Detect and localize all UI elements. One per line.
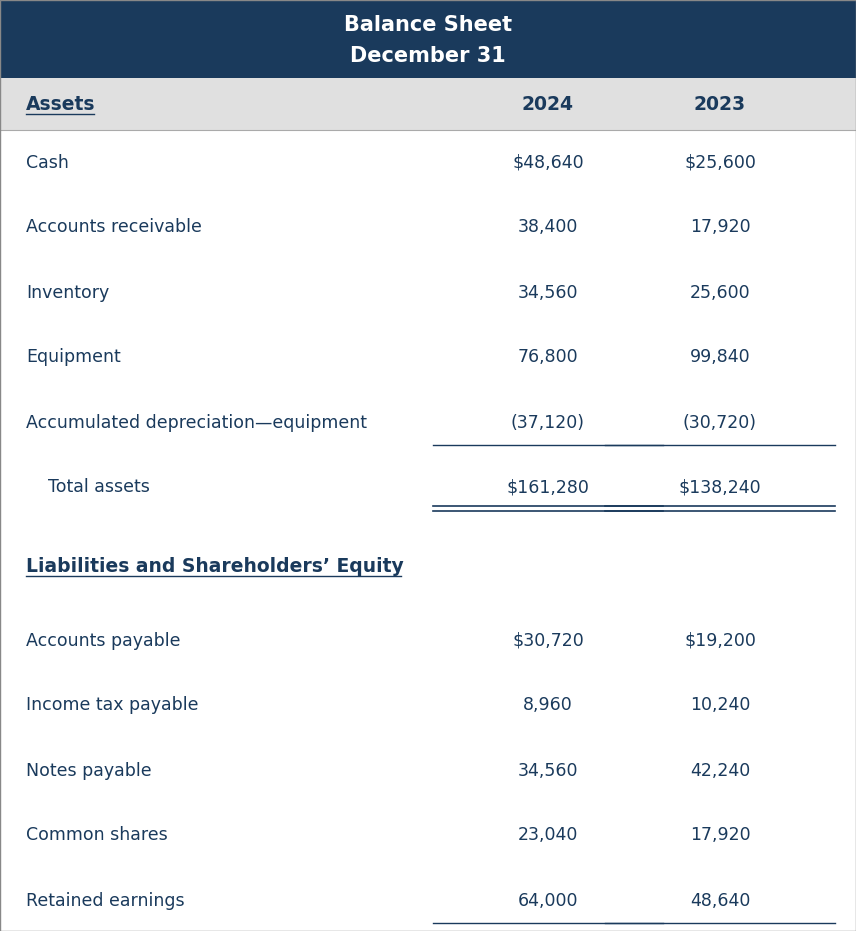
Text: Liabilities and Shareholders’ Equity: Liabilities and Shareholders’ Equity [26,557,404,575]
Text: $138,240: $138,240 [679,479,761,496]
Text: Retained earnings: Retained earnings [26,892,185,910]
Bar [0,0,856,78]
Text: 17,920: 17,920 [690,219,751,236]
Text: Accumulated depreciation—equipment: Accumulated depreciation—equipment [26,413,367,431]
Text: 17,920: 17,920 [690,827,751,844]
Text: 48,640: 48,640 [690,892,750,910]
Text: 2023: 2023 [694,95,746,114]
Text: 99,840: 99,840 [690,348,751,367]
Text: Income tax payable: Income tax payable [26,696,199,714]
Text: 10,240: 10,240 [690,696,750,714]
Text: 23,040: 23,040 [518,827,578,844]
Text: 38,400: 38,400 [518,219,578,236]
Text: Cash: Cash [26,154,68,171]
Text: Equipment: Equipment [26,348,121,367]
Text: Notes payable: Notes payable [26,762,152,779]
Text: 8,960: 8,960 [523,696,573,714]
Text: Total assets: Total assets [48,479,150,496]
Text: (30,720): (30,720) [683,413,757,431]
Text: 34,560: 34,560 [518,762,579,779]
Text: (37,120): (37,120) [511,413,585,431]
Text: Assets: Assets [26,95,96,114]
Text: Accounts receivable: Accounts receivable [26,219,202,236]
Text: December 31: December 31 [350,47,506,66]
Text: 64,000: 64,000 [518,892,579,910]
Text: Inventory: Inventory [26,284,110,302]
Text: Balance Sheet: Balance Sheet [344,15,512,35]
Text: $30,720: $30,720 [512,631,584,650]
Text: 42,240: 42,240 [690,762,750,779]
Text: 2024: 2024 [522,95,574,114]
Text: 34,560: 34,560 [518,284,579,302]
Text: 76,800: 76,800 [518,348,579,367]
Bar [0,78,856,130]
Text: $48,640: $48,640 [512,154,584,171]
Text: $25,600: $25,600 [684,154,756,171]
Text: Accounts payable: Accounts payable [26,631,181,650]
Text: Common shares: Common shares [26,827,168,844]
Text: $19,200: $19,200 [684,631,756,650]
Text: $161,280: $161,280 [507,479,590,496]
Text: 25,600: 25,600 [690,284,751,302]
